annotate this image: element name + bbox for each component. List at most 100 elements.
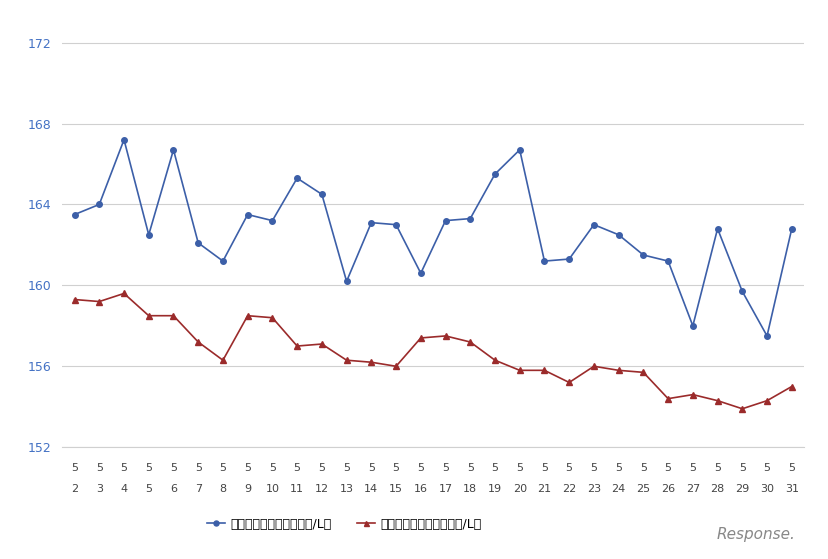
- レギュラー実売価格（円/L）: [539, 367, 549, 373]
- レギュラー看板価格（円/L）: [267, 217, 277, 224]
- レギュラー実売価格（円/L）: [70, 296, 79, 303]
- レギュラー看板価格（円/L）: [588, 221, 598, 228]
- レギュラー実売価格（円/L）: [613, 367, 623, 373]
- レギュラー実売価格（円/L）: [267, 314, 277, 321]
- Text: 20: 20: [512, 484, 526, 494]
- Text: 30: 30: [759, 484, 773, 494]
- レギュラー実売価格（円/L）: [143, 312, 153, 319]
- レギュラー看板価格（円/L）: [70, 211, 79, 218]
- レギュラー看板価格（円/L）: [94, 201, 104, 208]
- レギュラー看板価格（円/L）: [736, 288, 746, 295]
- レギュラー実売価格（円/L）: [712, 397, 722, 404]
- Legend: レギュラー看板価格（円/L）, レギュラー実売価格（円/L）: レギュラー看板価格（円/L）, レギュラー実売価格（円/L）: [201, 513, 486, 536]
- Text: 26: 26: [660, 484, 674, 494]
- Text: 21: 21: [537, 484, 551, 494]
- Text: 5: 5: [491, 463, 498, 473]
- Text: 5: 5: [664, 463, 671, 473]
- レギュラー実売価格（円/L）: [440, 333, 450, 339]
- レギュラー実売価格（円/L）: [94, 298, 104, 305]
- Line: レギュラー看板価格（円/L）: レギュラー看板価格（円/L）: [72, 137, 793, 339]
- Text: 5: 5: [738, 463, 745, 473]
- Text: 16: 16: [413, 484, 427, 494]
- レギュラー実売価格（円/L）: [243, 312, 253, 319]
- レギュラー看板価格（円/L）: [391, 221, 401, 228]
- レギュラー実売価格（円/L）: [119, 290, 129, 297]
- レギュラー看板価格（円/L）: [514, 146, 524, 153]
- Text: 5: 5: [614, 463, 621, 473]
- レギュラー実売価格（円/L）: [662, 395, 672, 402]
- Text: 5: 5: [195, 463, 201, 473]
- Text: 14: 14: [363, 484, 378, 494]
- Text: 5: 5: [318, 463, 325, 473]
- Text: 5: 5: [170, 463, 176, 473]
- Text: 8: 8: [219, 484, 226, 494]
- Text: 5: 5: [416, 463, 424, 473]
- レギュラー看板価格（円/L）: [712, 225, 722, 232]
- Text: 6: 6: [170, 484, 176, 494]
- レギュラー看板価格（円/L）: [489, 170, 499, 177]
- レギュラー看板価格（円/L）: [687, 323, 697, 329]
- レギュラー実売価格（円/L）: [341, 357, 351, 363]
- レギュラー看板価格（円/L）: [786, 225, 796, 232]
- Text: 15: 15: [388, 484, 402, 494]
- Text: 10: 10: [265, 484, 279, 494]
- レギュラー看板価格（円/L）: [564, 255, 574, 262]
- Text: 5: 5: [145, 484, 152, 494]
- レギュラー実売価格（円/L）: [465, 339, 474, 345]
- Text: 5: 5: [689, 463, 696, 473]
- Text: 18: 18: [463, 484, 477, 494]
- レギュラー実売価格（円/L）: [218, 357, 228, 363]
- レギュラー実売価格（円/L）: [588, 363, 598, 369]
- Text: 5: 5: [713, 463, 720, 473]
- Text: 12: 12: [315, 484, 329, 494]
- レギュラー看板価格（円/L）: [539, 258, 549, 264]
- レギュラー実売価格（円/L）: [489, 357, 499, 363]
- Text: 23: 23: [586, 484, 600, 494]
- レギュラー看板価格（円/L）: [291, 175, 301, 182]
- Text: 5: 5: [244, 463, 251, 473]
- レギュラー看板価格（円/L）: [761, 333, 771, 339]
- Text: 5: 5: [343, 463, 349, 473]
- Line: レギュラー実売価格（円/L）: レギュラー実売価格（円/L）: [72, 291, 793, 411]
- レギュラー看板価格（円/L）: [440, 217, 450, 224]
- レギュラー実売価格（円/L）: [366, 359, 376, 366]
- レギュラー実売価格（円/L）: [564, 379, 574, 386]
- Text: 5: 5: [120, 463, 128, 473]
- Text: 5: 5: [590, 463, 597, 473]
- Text: 19: 19: [488, 484, 502, 494]
- Text: 5: 5: [541, 463, 547, 473]
- レギュラー看板価格（円/L）: [193, 239, 203, 246]
- Text: 5: 5: [441, 463, 449, 473]
- Text: 5: 5: [368, 463, 374, 473]
- Text: 5: 5: [219, 463, 226, 473]
- レギュラー実売価格（円/L）: [291, 343, 301, 349]
- Text: 5: 5: [516, 463, 522, 473]
- レギュラー看板価格（円/L）: [638, 252, 647, 258]
- Text: 5: 5: [96, 463, 103, 473]
- Text: 25: 25: [636, 484, 650, 494]
- レギュラー実売価格（円/L）: [786, 383, 796, 390]
- レギュラー実売価格（円/L）: [736, 405, 746, 412]
- Text: 27: 27: [685, 484, 699, 494]
- Text: 5: 5: [639, 463, 646, 473]
- レギュラー看板価格（円/L）: [416, 270, 426, 277]
- Text: 31: 31: [784, 484, 798, 494]
- レギュラー看板価格（円/L）: [218, 258, 228, 264]
- レギュラー看板価格（円/L）: [316, 191, 326, 198]
- レギュラー実売価格（円/L）: [638, 369, 647, 376]
- Text: Response.: Response.: [716, 527, 795, 542]
- Text: 11: 11: [290, 484, 304, 494]
- Text: 5: 5: [565, 463, 572, 473]
- レギュラー実売価格（円/L）: [687, 391, 697, 398]
- Text: 5: 5: [71, 463, 78, 473]
- レギュラー実売価格（円/L）: [761, 397, 771, 404]
- レギュラー看板価格（円/L）: [366, 219, 376, 226]
- Text: 24: 24: [611, 484, 625, 494]
- Text: 17: 17: [438, 484, 452, 494]
- レギュラー実売価格（円/L）: [168, 312, 178, 319]
- Text: 5: 5: [763, 463, 769, 473]
- レギュラー実売価格（円/L）: [416, 335, 426, 342]
- レギュラー実売価格（円/L）: [193, 339, 203, 345]
- レギュラー看板価格（円/L）: [341, 278, 351, 285]
- Text: 4: 4: [120, 484, 128, 494]
